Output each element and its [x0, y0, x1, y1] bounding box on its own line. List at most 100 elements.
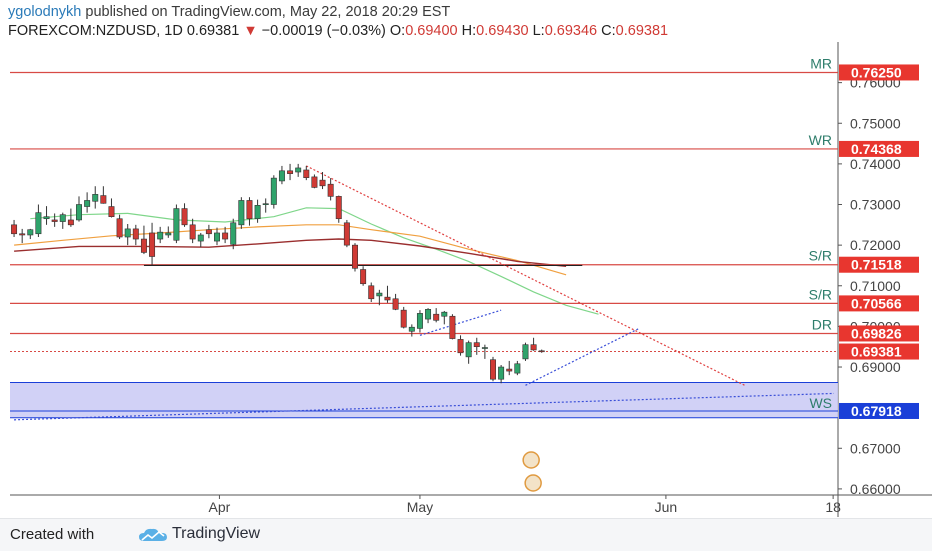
level-label-1: WR [809, 132, 832, 148]
support-zone-label: WS [809, 395, 832, 411]
y-tick-label: 0.73000 [850, 197, 901, 213]
candle-body [530, 344, 537, 351]
created-with-text: Created with [10, 526, 95, 543]
candle-body [416, 313, 423, 329]
y-tick-label: 0.66000 [850, 481, 901, 497]
candle-body [132, 228, 139, 240]
y-tick-label: 0.67000 [850, 440, 901, 456]
level-label-4: DR [812, 316, 832, 332]
candle-body [392, 298, 399, 310]
candle-body [51, 219, 58, 222]
price-chart[interactable]: MRWRS/RS/RDR0.760000.750000.740000.73000… [0, 40, 932, 518]
plot-area[interactable] [10, 42, 838, 495]
candle-body [465, 342, 472, 358]
level-price-tag-2: 0.71518 [851, 257, 902, 273]
candle-body [59, 214, 66, 222]
candle-body [278, 170, 285, 182]
candle-body [538, 350, 545, 353]
candle-body [35, 212, 42, 235]
candle-body [67, 219, 74, 226]
open-value: 0.69400 [405, 23, 458, 39]
tradingview-brand[interactable]: TradingView [172, 525, 261, 542]
y-tick-label: 0.71000 [850, 278, 901, 294]
moving-average-sma_long [14, 238, 567, 267]
candle-body [246, 200, 253, 220]
candle-body [506, 368, 513, 372]
trendline-2 [525, 327, 640, 386]
y-tick-label: 0.72000 [850, 237, 901, 253]
candle-body [522, 344, 529, 360]
us-flag-event-icon[interactable] [522, 451, 540, 469]
candle-body [319, 179, 326, 187]
level-price-tag-1: 0.74368 [851, 141, 902, 157]
candle-body [408, 326, 415, 332]
moving-average-sma_short [30, 207, 599, 315]
candle-body [287, 170, 294, 174]
candle-body [441, 311, 448, 317]
candle-body [311, 176, 318, 188]
ws-price-tag-bg [839, 402, 919, 419]
candle-body [173, 208, 180, 241]
candle-body [360, 269, 367, 285]
ws-price-tag: 0.67918 [851, 403, 902, 419]
level-price-tag-0-bg [839, 64, 919, 81]
candle-body [238, 200, 245, 226]
published-text: published on TradingView.com, May 22, 20… [85, 4, 451, 20]
close-label: C: [601, 23, 616, 39]
candle-body [425, 309, 432, 320]
open-label: O: [389, 23, 406, 39]
level-price-tag-3: 0.70566 [851, 295, 902, 311]
candle-body [214, 232, 220, 242]
level-label-2: S/R [809, 248, 832, 264]
level-price-tag-0: 0.76250 [851, 64, 902, 80]
x-tick-label: 18 [825, 499, 841, 515]
candle-body [303, 169, 310, 178]
candle-body [76, 204, 82, 221]
chart-title-line: ygolodnykh published on TradingView.com,… [8, 2, 928, 22]
low-value: 0.69346 [544, 23, 598, 39]
x-tick-label: Jun [655, 499, 678, 515]
candle-body [11, 224, 18, 235]
trendline-0 [306, 165, 745, 386]
y-tick-label: 0.74000 [850, 156, 901, 172]
candle-body [230, 222, 237, 245]
candle-body [92, 194, 99, 202]
down-arrow-icon: ▼ [243, 23, 258, 39]
candle-body [295, 167, 302, 173]
candle-body [352, 244, 358, 269]
high-value: 0.69430 [476, 23, 529, 39]
candle-body [449, 315, 456, 339]
candle-body [262, 203, 269, 205]
support-zone-ws [10, 382, 838, 418]
candle-body [108, 206, 115, 217]
candle-body [222, 232, 229, 240]
nz-flag-event-icon[interactable] [524, 474, 542, 492]
candle-body [19, 233, 26, 236]
candle-body [140, 238, 147, 253]
candle-body [327, 183, 334, 197]
candle-body [205, 229, 212, 235]
candle-body [181, 208, 188, 226]
change-value: −0.00019 (−0.03%) [261, 23, 386, 39]
author-link[interactable]: ygolodnykh [8, 4, 82, 20]
level-label-0: MR [810, 55, 832, 71]
candle-body [254, 205, 261, 220]
candle-body [457, 339, 464, 354]
candle-body [165, 232, 172, 236]
candle-body [433, 313, 440, 321]
candle-body [376, 292, 383, 297]
candle-body [335, 196, 342, 220]
candle-body [84, 200, 91, 207]
candle-body [400, 309, 407, 328]
level-price-tag-4: 0.69826 [851, 325, 902, 341]
candle-body [157, 231, 164, 240]
close-value: 0.69381 [615, 23, 669, 39]
level-label-3: S/R [809, 286, 832, 302]
level-price-tag-3-bg [839, 295, 919, 312]
candle-body [43, 216, 50, 220]
level-price-tag-4-bg [839, 325, 919, 342]
last-price: 0.69381 [186, 23, 240, 39]
candle-body [368, 285, 375, 300]
candle-body [384, 296, 391, 301]
level-price-tag-1-bg [839, 140, 919, 157]
